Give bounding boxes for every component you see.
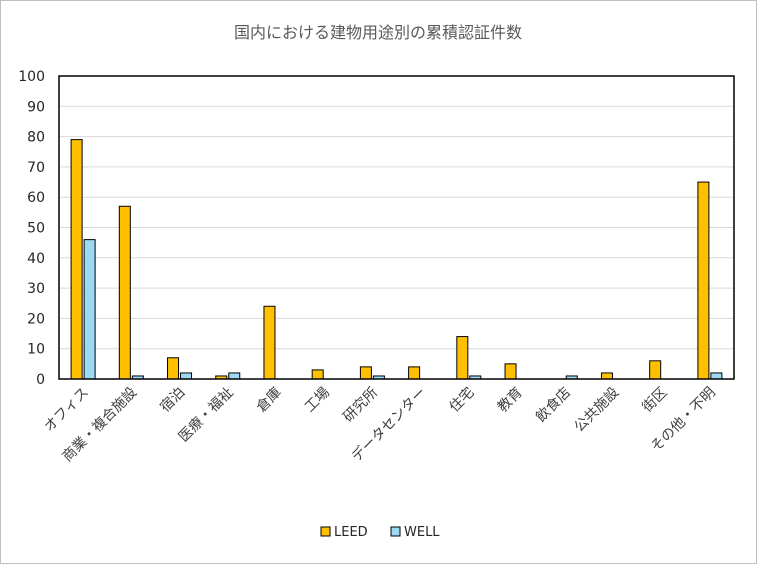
bar-leed-8: [456, 336, 469, 380]
x-category-label: 工場: [302, 385, 333, 416]
x-category-label: 研究所: [340, 385, 381, 426]
y-tick-label: 90: [27, 99, 45, 115]
chart-title: 国内における建物用途別の累積認証件数: [234, 23, 522, 42]
x-category-label: 宿泊: [157, 384, 189, 416]
bar-leed-4: [263, 305, 276, 380]
y-tick-label: 50: [27, 221, 45, 237]
bar-well-2: [180, 372, 193, 380]
x-category-label: 街区: [639, 385, 670, 416]
y-tick-label: 30: [27, 281, 45, 297]
y-tick-label: 100: [18, 69, 45, 85]
y-tick-label: 0: [36, 372, 45, 388]
x-category-label: 教育: [495, 385, 526, 416]
x-category-label: 倉庫: [253, 384, 285, 416]
x-category-label: オフィス: [41, 385, 92, 436]
bar-leed-0: [70, 139, 83, 380]
y-tick-label: 40: [27, 251, 45, 267]
bar-well-0: [83, 239, 96, 380]
bar-leed-1: [118, 205, 131, 380]
y-tick-label: 60: [27, 190, 45, 206]
bar-leed-7: [408, 366, 421, 380]
legend-swatch-well: [390, 526, 401, 537]
y-tick-label: 80: [27, 130, 45, 146]
bar-leed-11: [600, 372, 613, 380]
legend-label-leed: LEED: [334, 525, 368, 540]
plot-area-border: [58, 75, 735, 380]
y-axis-ticks: 0 10 20 30 40 50 60 70 80 90 100: [18, 69, 45, 388]
x-category-label: 住宅: [447, 385, 478, 416]
y-tick-label: 20: [27, 311, 45, 327]
bar-leed-13: [697, 181, 710, 380]
grid-lines: [59, 105, 734, 350]
bar-well-13: [710, 372, 723, 380]
bar-leed-5: [311, 369, 324, 380]
bar-leed-6: [359, 366, 372, 380]
x-category-label: 公共施設: [571, 385, 622, 436]
x-category-label: 飲食店: [532, 384, 574, 426]
legend: LEED WELL: [320, 525, 440, 540]
legend-swatch-leed: [320, 526, 331, 537]
bar-leed-2: [167, 357, 180, 380]
bar-leed-9: [504, 363, 517, 380]
bar-leed-12: [649, 360, 662, 380]
bar-well-3: [228, 372, 241, 380]
y-tick-label: 70: [27, 160, 45, 176]
y-tick-label: 10: [27, 342, 45, 358]
bars: [70, 139, 723, 380]
legend-label-well: WELL: [404, 525, 440, 540]
